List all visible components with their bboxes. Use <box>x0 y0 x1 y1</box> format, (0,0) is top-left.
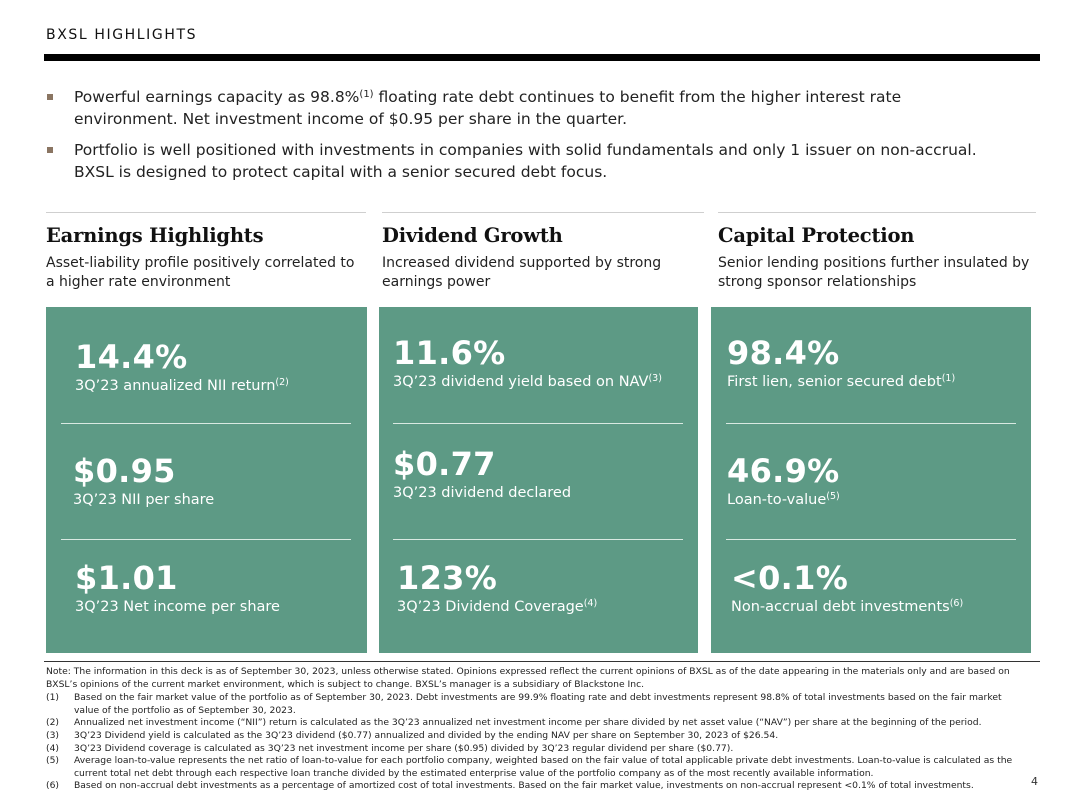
footnote-number: (1) <box>46 692 60 704</box>
column-subtitle: Senior lending positions further insulat… <box>718 255 1030 290</box>
column-heading: Earnings Highlights <box>46 224 264 247</box>
notes-intro: Note: The information in this deck is as… <box>46 666 1010 690</box>
footnote-text: Based on non-accrual debt investments as… <box>74 780 974 792</box>
notes-rule <box>44 661 1040 662</box>
metric-value: 46.9% <box>727 452 840 490</box>
metric-divider <box>393 423 683 424</box>
metric-label: 3Q’23 dividend declared <box>393 485 572 501</box>
metric-label: 3Q’23 NII per share <box>73 492 215 508</box>
capital-panel: 98.4% First lien, senior secured debt(1)… <box>711 307 1031 653</box>
summary-bullet: Portfolio is well positioned with invest… <box>46 139 1006 183</box>
metric-label: 3Q’23 annualized NII return <box>75 378 276 394</box>
bullet-text: Powerful earnings capacity as 98.8% <box>74 88 360 106</box>
bullet-text: floating rate debt continues to benefit … <box>74 88 902 128</box>
footnotes: Note: The information in this deck is as… <box>46 666 1021 793</box>
metric-first-lien: 98.4% First lien, senior secured debt(1) <box>711 335 1031 390</box>
column-rule <box>382 212 704 213</box>
footnote: (6) Based on non-accrual debt investments… <box>46 780 1021 793</box>
metric-value: $1.01 <box>75 559 178 597</box>
footnote-ref: (2) <box>275 377 289 388</box>
metric-divider <box>726 539 1016 540</box>
metric-divider <box>726 423 1016 424</box>
dividend-panel: 11.6% 3Q’23 dividend yield based on NAV(… <box>379 307 698 653</box>
metric-loan-to-value: 46.9% Loan-to-value(5) <box>711 453 1031 508</box>
dividend-column-header: Dividend Growth Increased dividend suppo… <box>382 212 704 292</box>
metric-divider <box>393 539 683 540</box>
footnote: (5) Average loan-to-value represents the … <box>46 755 1021 780</box>
footnote-number: (5) <box>46 755 60 767</box>
column-subtitle: Increased dividend supported by strong e… <box>382 255 662 290</box>
footnote: (4) 3Q’23 Dividend coverage is calculated… <box>46 743 1021 756</box>
metric-dividend-coverage: 123% 3Q’23 Dividend Coverage(4) <box>379 560 698 615</box>
column-rule <box>718 212 1036 213</box>
bullet-text: Portfolio is well positioned with invest… <box>74 141 977 181</box>
metric-dividend-declared: $0.77 3Q’23 dividend declared <box>379 446 698 501</box>
metric-value: $0.95 <box>73 452 176 490</box>
metric-label: 3Q’23 Dividend Coverage <box>397 599 584 615</box>
footnote-ref: (1) <box>359 89 374 100</box>
column-rule <box>46 212 366 213</box>
footnote-ref: (5) <box>826 491 840 502</box>
column-subtitle: Asset-liability profile positively corre… <box>46 255 355 290</box>
metric-value: 14.4% <box>75 338 188 376</box>
footnote-number: (6) <box>46 780 60 792</box>
earnings-panel: 14.4% 3Q’23 annualized NII return(2) $0.… <box>46 307 367 653</box>
capital-column-header: Capital Protection Senior lending positi… <box>718 212 1036 292</box>
metric-nii-per-share: $0.95 3Q’23 NII per share <box>46 453 367 508</box>
footnote-number: (3) <box>46 729 60 741</box>
metric-divider <box>61 539 351 540</box>
footnote-number: (4) <box>46 742 60 754</box>
metric-value: 98.4% <box>727 334 840 372</box>
footnote-ref: (4) <box>583 598 598 609</box>
footnote-ref: (6) <box>949 598 964 609</box>
metric-label: 3Q’23 Net income per share <box>75 599 280 615</box>
column-heading: Capital Protection <box>718 224 915 247</box>
footnote-text: Annualized net investment income (“NII”)… <box>74 717 982 729</box>
bullet-square-icon <box>47 147 53 153</box>
summary-bullets: Powerful earnings capacity as 98.8%(1) f… <box>46 86 1006 192</box>
footnote-ref: (3) <box>648 373 662 384</box>
metric-value: $0.77 <box>393 445 496 483</box>
metric-annualized-nii-return: 14.4% 3Q’23 annualized NII return(2) <box>46 339 367 394</box>
metric-label: Loan-to-value <box>727 492 827 508</box>
earnings-column-header: Earnings Highlights Asset-liability prof… <box>46 212 366 292</box>
column-heading: Dividend Growth <box>382 224 563 247</box>
metric-value: 11.6% <box>393 334 506 372</box>
metric-net-income-per-share: $1.01 3Q’23 Net income per share <box>46 560 367 615</box>
footnote-text: 3Q’23 Dividend coverage is calculated as… <box>74 742 734 754</box>
metric-value: <0.1% <box>731 559 849 597</box>
title-bar <box>44 54 1040 61</box>
page-title: BXSL HIGHLIGHTS <box>46 27 198 43</box>
metric-non-accrual: <0.1% Non-accrual debt investments(6) <box>711 560 1031 615</box>
footnote: (1) Based on the fair market value of the… <box>46 692 1021 717</box>
footnote-text: Based on the fair market value of the po… <box>74 692 1002 716</box>
summary-bullet: Powerful earnings capacity as 98.8%(1) f… <box>46 86 1006 130</box>
metric-dividend-yield: 11.6% 3Q’23 dividend yield based on NAV(… <box>379 335 698 390</box>
metric-label: First lien, senior secured debt <box>727 374 942 390</box>
metric-label: 3Q’23 dividend yield based on NAV <box>393 374 649 390</box>
footnote-text: 3Q’23 Dividend yield is calculated as th… <box>74 729 779 741</box>
metric-label: Non-accrual debt investments <box>731 599 950 615</box>
page-number: 4 <box>1031 775 1038 788</box>
footnote: (3) 3Q’23 Dividend yield is calculated as… <box>46 730 1021 743</box>
footnote-number: (2) <box>46 717 60 729</box>
footnote-text: Average loan-to-value represents the net… <box>74 755 1013 779</box>
metric-value: 123% <box>397 559 498 597</box>
footnote-ref: (1) <box>941 373 956 384</box>
bullet-square-icon <box>47 94 53 100</box>
metric-divider <box>61 423 351 424</box>
footnote: (2) Annualized net investment income (“NI… <box>46 717 1021 730</box>
